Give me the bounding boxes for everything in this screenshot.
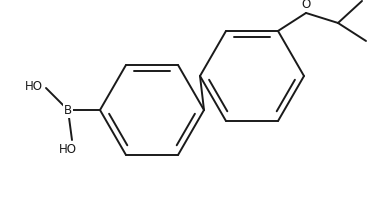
Text: HO: HO <box>59 143 77 156</box>
Text: HO: HO <box>25 80 43 92</box>
Text: O: O <box>301 0 311 11</box>
Text: B: B <box>64 104 72 116</box>
